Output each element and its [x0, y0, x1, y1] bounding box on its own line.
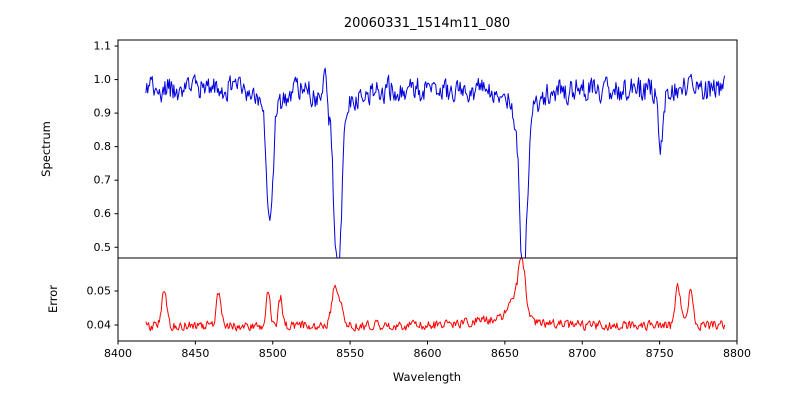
x-axis-label: Wavelength [393, 370, 461, 384]
spectrum-ytick-label: 0.7 [94, 174, 112, 187]
x-tick-label: 8550 [336, 347, 364, 360]
chart-title: 20060331_1514m11_080 [344, 16, 510, 31]
spectrum-line [145, 67, 726, 259]
spectrum-ytick-label: 1.0 [94, 73, 112, 86]
spectrum-ytick-label: 0.5 [94, 241, 112, 254]
x-tick-label: 8750 [646, 347, 674, 360]
spectrum-axes-box [117, 39, 738, 259]
error-ytick-label: 0.04 [87, 319, 112, 332]
y-axis-label-spectrum: Spectrum [39, 121, 53, 177]
x-tick-label: 8650 [491, 347, 519, 360]
spectrum-ytick-label: 1.1 [94, 40, 112, 53]
error-ytick-label: 0.05 [87, 284, 112, 297]
spectrum-ytick-label: 0.8 [94, 140, 112, 153]
x-tick-label: 8500 [259, 347, 287, 360]
error-line [145, 257, 726, 332]
x-tick-label: 8700 [568, 347, 596, 360]
plot-content: 0.5 0.6 0.7 0.8 0.9 1.0 1.1 0.04 0.05 8400 8450 850… [87, 39, 751, 360]
x-tick-label: 8400 [104, 347, 132, 360]
x-tick-label: 8600 [414, 347, 442, 360]
spectrum-ytick-label: 0.6 [94, 207, 112, 220]
x-tick-label: 8450 [181, 347, 209, 360]
x-tick-label: 8800 [723, 347, 751, 360]
spectrum-ytick-label: 0.9 [94, 107, 112, 120]
error-axes-box [117, 257, 738, 342]
y-axis-label-error: Error [46, 285, 60, 313]
